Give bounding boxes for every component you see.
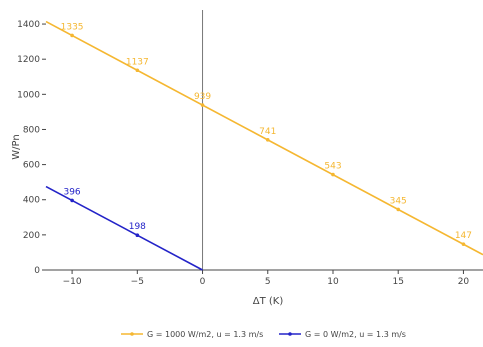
data-point [135, 233, 140, 238]
data-point [396, 207, 401, 212]
data-point [70, 33, 74, 38]
y-tick-label: 1400 [17, 20, 40, 30]
series-layer [45, 20, 483, 271]
data-label: 396 [63, 187, 80, 197]
x-tick-label: −5 [131, 277, 144, 287]
data-label: 939 [194, 92, 211, 102]
data-label: 198 [129, 222, 146, 232]
x-tick-label: 5 [265, 277, 271, 287]
y-tick-label: 800 [23, 125, 40, 135]
series-line [45, 20, 483, 256]
x-tick-label: 20 [458, 277, 470, 287]
data-labels-layer: 1335 1137 939 741 543 345 147 396 198 [61, 22, 472, 241]
y-tick-label: 400 [23, 196, 40, 206]
data-point [265, 138, 270, 142]
data-point [70, 198, 74, 203]
data-label: 1335 [61, 22, 84, 32]
y-tick-label: 1200 [17, 55, 40, 65]
legend-marker [130, 332, 134, 336]
data-label: 543 [324, 162, 341, 172]
x-tick-label: 0 [200, 277, 206, 287]
data-point [461, 242, 466, 246]
series-line [45, 185, 203, 271]
axes-layer: 0 200 400 600 800 1000 1200 1400 −10 −5 0 5 10 15 20 [17, 10, 483, 287]
data-label: 741 [259, 127, 276, 137]
data-label: 345 [390, 196, 407, 206]
data-point [331, 172, 335, 177]
legend-label: G = 0 W/m2, u = 1.3 m/s [305, 330, 406, 339]
x-tick-label: 15 [392, 277, 403, 287]
y-tick-label: 200 [23, 231, 40, 241]
legend-label: G = 1000 W/m2, u = 1.3 m/s [147, 330, 263, 339]
legend-marker [288, 332, 292, 336]
data-point [135, 68, 140, 73]
y-tick-label: 600 [23, 161, 40, 171]
y-axis-title: W/Pn [11, 134, 22, 159]
y-tick-label: 0 [34, 266, 40, 276]
data-point [200, 103, 205, 107]
data-label: 1137 [126, 57, 149, 67]
x-axis-title: ΔT (K) [253, 296, 284, 307]
x-tick-label: −10 [63, 277, 82, 287]
x-tick-label: 10 [327, 277, 339, 287]
y-tick-label: 1000 [17, 90, 40, 100]
data-label: 147 [455, 231, 472, 241]
legend: G = 1000 W/m2, u = 1.3 m/s G = 0 W/m2, u … [121, 330, 406, 339]
